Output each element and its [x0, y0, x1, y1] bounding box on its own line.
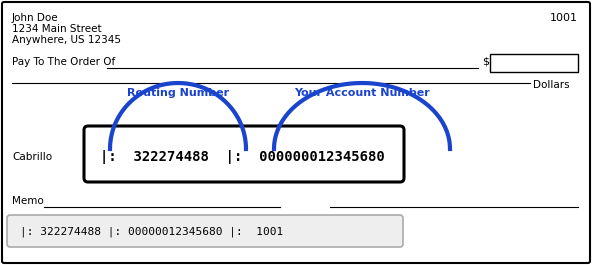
FancyBboxPatch shape — [84, 126, 404, 182]
FancyBboxPatch shape — [490, 54, 578, 72]
Text: 1234 Main Street: 1234 Main Street — [12, 24, 102, 34]
Text: 1001: 1001 — [550, 13, 578, 23]
FancyBboxPatch shape — [2, 2, 590, 263]
Text: Cabrillo: Cabrillo — [12, 152, 52, 162]
Text: Your Account Number: Your Account Number — [294, 88, 430, 98]
Text: Memo: Memo — [12, 196, 44, 206]
Text: Routing Number: Routing Number — [127, 88, 229, 98]
Text: |: 322274488 |: 00000012345680 |:  1001: |: 322274488 |: 00000012345680 |: 1001 — [20, 227, 283, 237]
Text: John Doe: John Doe — [12, 13, 59, 23]
Text: $: $ — [482, 57, 489, 67]
FancyBboxPatch shape — [7, 215, 403, 247]
Text: Anywhere, US 12345: Anywhere, US 12345 — [12, 35, 121, 45]
Text: Pay To The Order Of: Pay To The Order Of — [12, 57, 115, 67]
Text: Dollars: Dollars — [533, 80, 570, 90]
Text: |:  322274488  |:  000000012345680: |: 322274488 |: 000000012345680 — [100, 150, 385, 164]
